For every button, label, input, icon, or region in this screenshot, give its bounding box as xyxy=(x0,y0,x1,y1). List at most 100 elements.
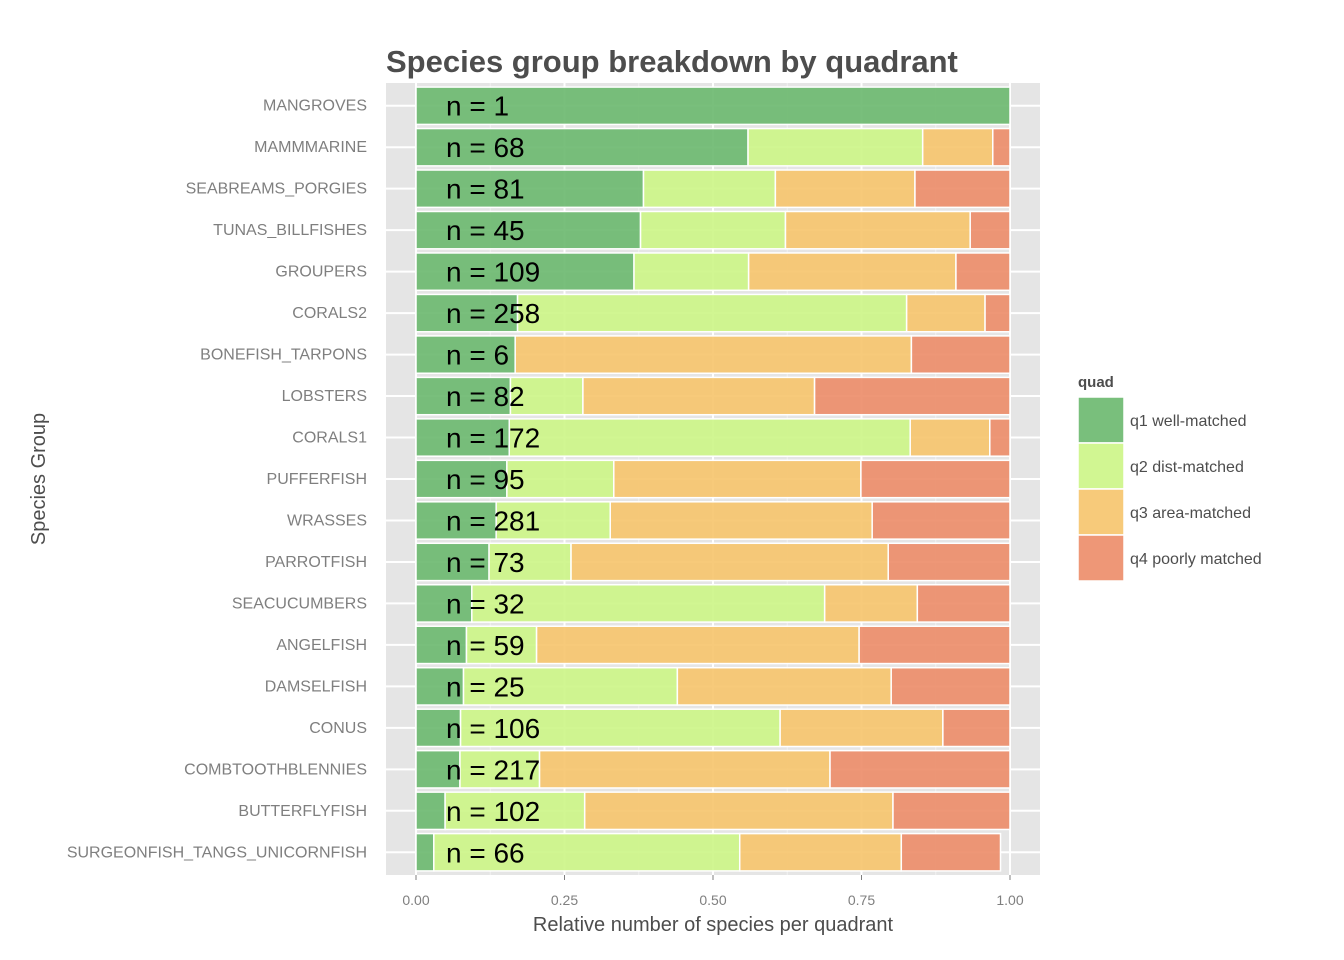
n-label: n = 109 xyxy=(446,257,540,288)
bar-segment-q4 xyxy=(858,625,1011,665)
bar-segment-q2 xyxy=(465,625,538,665)
bar-segment-q3 xyxy=(823,584,919,623)
legend-title: quad xyxy=(1078,374,1114,391)
bar-segment-q3 xyxy=(774,169,916,209)
bar-segment-q2 xyxy=(471,584,826,623)
n-label: n = 172 xyxy=(446,423,540,454)
bar-segment-q1 xyxy=(415,625,468,665)
bar-segment-q4 xyxy=(942,708,1011,748)
bar-segment-q4 xyxy=(992,127,1011,167)
bar-segment-q4 xyxy=(955,252,1011,292)
bar-segment-q4 xyxy=(860,459,1011,499)
category-label: GROUPERS xyxy=(275,264,367,281)
bar-segment-q1 xyxy=(415,210,642,250)
category-label: SURGEONFISH_TANGS_UNICORNFISH xyxy=(67,844,367,861)
bar-segment-q4 xyxy=(989,418,1011,457)
legend-label: q1 well-matched xyxy=(1130,413,1247,430)
n-label: n = 73 xyxy=(446,547,525,578)
x-tick-label: 0.00 xyxy=(402,892,429,908)
n-label: n = 1 xyxy=(446,91,509,122)
bar-segment-q4 xyxy=(984,293,1011,333)
bar-segment-q2 xyxy=(633,252,750,292)
bar-segment-q1 xyxy=(415,501,497,540)
bar-segment-q1 xyxy=(415,666,465,706)
bar-segment-q4 xyxy=(914,169,1011,209)
bar-segment-q1 xyxy=(415,252,635,292)
bar-segment-q3 xyxy=(784,210,971,250)
category-label: MAMMMARINE xyxy=(254,139,367,156)
n-label: n = 25 xyxy=(446,671,525,702)
legend-swatch-q4 xyxy=(1077,534,1125,582)
bar-segment-q3 xyxy=(538,749,831,789)
category-labels-group: MANGROVES MAMMMARINE SEABREAMS_PORGIES TUNA… xyxy=(67,98,367,862)
category-label: CONUS xyxy=(309,720,367,737)
legend-swatch-q2 xyxy=(1077,442,1125,490)
y-axis-title: Species Group xyxy=(28,413,50,545)
bar-segment-q2 xyxy=(488,542,572,582)
category-label: BONEFISH_TARPONS xyxy=(200,347,367,364)
bars-group xyxy=(415,86,1011,872)
bar-segment-q1 xyxy=(415,376,512,416)
bar-segment-q4 xyxy=(910,335,1011,374)
x-tick-label: 0.50 xyxy=(699,892,726,908)
category-label: TUNAS_BILLFISHES xyxy=(213,222,367,239)
n-label: n = 217 xyxy=(446,754,540,785)
n-label: n = 281 xyxy=(446,505,540,536)
n-label: n = 59 xyxy=(446,630,525,661)
bar-segment-q1 xyxy=(415,584,473,623)
bar-segment-q1 xyxy=(415,459,508,499)
bar-segment-q2 xyxy=(747,127,924,167)
bar-segment-q1 xyxy=(415,293,519,333)
bar-segment-q1 xyxy=(415,791,446,831)
legend-swatch-q1 xyxy=(1077,396,1125,444)
n-label: n = 81 xyxy=(446,174,525,205)
legend: quad q1 well-matched q2 dist-matched q3 ar… xyxy=(1077,374,1262,582)
n-label: n = 95 xyxy=(446,464,525,495)
bar-segment-q3 xyxy=(747,252,957,292)
bar-segment-q2 xyxy=(433,832,741,872)
legend-label: q4 poorly matched xyxy=(1130,551,1262,568)
bar-segment-q3 xyxy=(676,666,892,706)
n-label: n = 106 xyxy=(446,713,540,744)
bar-segment-q2 xyxy=(462,666,679,706)
category-label: MANGROVES xyxy=(263,98,367,115)
bar-segment-q4 xyxy=(871,501,1011,540)
bar-segment-q1 xyxy=(415,832,435,872)
bar-segment-q3 xyxy=(582,376,816,416)
bar-segment-q2 xyxy=(509,376,584,416)
n-label: n = 32 xyxy=(446,588,525,619)
bar-segment-q1 xyxy=(415,86,1011,126)
bar-segment-q4 xyxy=(900,832,1002,872)
n-label: n = 6 xyxy=(446,340,509,371)
n-label: n = 82 xyxy=(446,381,525,412)
bar-segment-q4 xyxy=(892,791,1011,831)
bar-segment-q2 xyxy=(642,169,777,209)
n-label: n = 66 xyxy=(446,837,525,868)
category-label: PARROTFISH xyxy=(265,554,367,571)
bar-segment-q3 xyxy=(909,418,991,457)
bar-segment-q2 xyxy=(459,708,781,748)
category-label: LOBSTERS xyxy=(282,388,367,405)
x-tick-label: 0.25 xyxy=(551,892,578,908)
x-tick-label: 1.00 xyxy=(996,892,1023,908)
x-tick-label: 0.75 xyxy=(848,892,875,908)
n-label: n = 102 xyxy=(446,796,540,827)
category-label: PUFFERFISH xyxy=(267,471,367,488)
legend-label: q2 dist-matched xyxy=(1130,459,1244,476)
bar-segment-q3 xyxy=(905,293,986,333)
category-label: COMBTOOTHBLENNIES xyxy=(184,761,367,778)
bar-segment-q4 xyxy=(813,376,1011,416)
bar-segment-q2 xyxy=(506,459,615,499)
n-label: n = 68 xyxy=(446,132,525,163)
bar-segment-q2 xyxy=(639,210,787,250)
bar-segment-q3 xyxy=(609,501,873,540)
category-label: CORALS1 xyxy=(292,430,367,447)
bar-segment-q1 xyxy=(415,749,461,789)
bar-segment-q4 xyxy=(887,542,1011,582)
n-label: n = 258 xyxy=(446,298,540,329)
category-label: ANGELFISH xyxy=(276,637,367,654)
bar-segment-q3 xyxy=(738,832,903,872)
bar-segment-q3 xyxy=(613,459,862,499)
